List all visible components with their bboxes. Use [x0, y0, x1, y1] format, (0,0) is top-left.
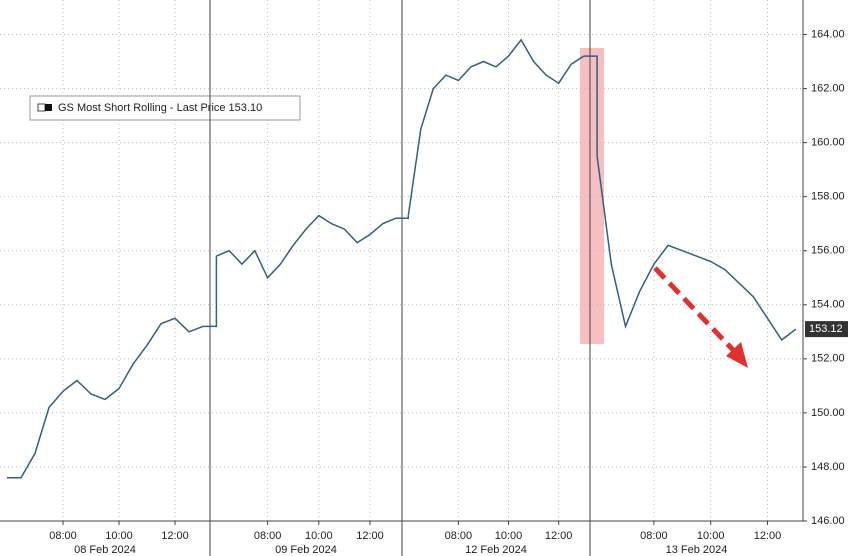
- x-tick-label: 12:00: [161, 530, 189, 542]
- day-label: 09 Feb 2024: [275, 544, 337, 556]
- y-tick-label: 164.00: [811, 28, 845, 40]
- y-tick-label: 154.00: [811, 299, 845, 311]
- price-line: [216, 214, 396, 280]
- x-tick-label: 08:00: [640, 530, 668, 542]
- x-tick-label: 08:00: [49, 530, 77, 542]
- y-tick-label: 152.00: [811, 353, 845, 365]
- price-line: [596, 156, 797, 341]
- highlight-box: [580, 48, 604, 344]
- line-connector: [395, 215, 410, 220]
- trend-arrowhead: [726, 342, 748, 368]
- y-tick-label: 160.00: [811, 137, 845, 149]
- y-tick-label: 156.00: [811, 245, 845, 257]
- x-tick-label: 08:00: [445, 530, 473, 542]
- legend: GS Most Short Rolling - Last Price 153.1…: [29, 95, 301, 121]
- x-tick-label: 12:00: [356, 530, 384, 542]
- x-tick-label: 10:00: [697, 530, 725, 542]
- legend-icon: [37, 103, 46, 112]
- day-label: 08 Feb 2024: [74, 544, 136, 556]
- x-tick-label: 10:00: [495, 530, 523, 542]
- y-tick-label: 162.00: [811, 82, 845, 94]
- x-tick-label: 10:00: [305, 530, 333, 542]
- last-value-label: 153.12: [809, 323, 843, 335]
- trend-arrow: [653, 266, 737, 354]
- line-connector: [203, 256, 218, 328]
- legend-box: [29, 95, 301, 121]
- y-tick-label: 158.00: [811, 191, 845, 203]
- y-tick-label: 148.00: [811, 461, 845, 473]
- last-value-tag: [805, 321, 848, 338]
- x-tick-label: 12:00: [754, 530, 782, 542]
- price-line: [407, 38, 585, 216]
- line-connector: [583, 55, 598, 157]
- legend-label: GS Most Short Rolling - Last Price 153.1…: [58, 102, 262, 114]
- x-tick-label: 08:00: [254, 530, 282, 542]
- y-tick-label: 150.00: [811, 407, 845, 419]
- day-label: 13 Feb 2024: [666, 544, 728, 556]
- price-line: [7, 317, 204, 479]
- legend-icon: [45, 104, 52, 111]
- day-label: 12 Feb 2024: [465, 544, 527, 556]
- x-tick-label: 10:00: [105, 530, 133, 542]
- y-tick-label: 146.00: [811, 515, 845, 527]
- x-tick-label: 12:00: [545, 530, 573, 542]
